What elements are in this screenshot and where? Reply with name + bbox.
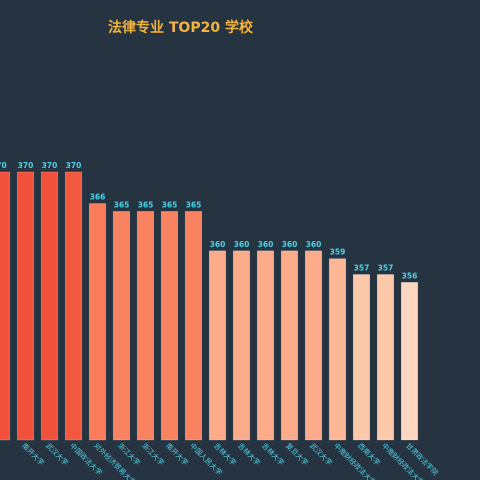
bar [112, 211, 131, 441]
category-tick-label: 南开大学 [164, 441, 190, 467]
category-tick-label: 吉林大学 [236, 441, 262, 467]
data-label: 370 [18, 161, 34, 170]
data-label: 70 [0, 161, 7, 170]
chart-title: 法律专业 TOP20 学校 [108, 20, 253, 36]
bar [208, 250, 227, 441]
data-label: 365 [186, 200, 202, 209]
category-tick-label: 浙江大学 [140, 441, 166, 467]
bar [280, 250, 299, 441]
bar [136, 211, 155, 441]
category-tick-label: 武汉大学 [44, 441, 70, 467]
bar [160, 211, 179, 441]
category-tick-label: 吉林大学 [260, 441, 286, 467]
data-label: 370 [66, 161, 82, 170]
category-tick-label: 南开大学 [20, 441, 46, 467]
bar [88, 203, 107, 441]
data-label: 365 [138, 200, 154, 209]
data-label: 357 [378, 263, 394, 272]
data-label: 360 [282, 240, 298, 249]
bar [16, 171, 35, 441]
bar [304, 250, 323, 441]
bar [184, 211, 203, 441]
bar [232, 250, 251, 441]
data-label: 365 [162, 200, 178, 209]
data-label: 356 [402, 271, 418, 280]
data-label: 360 [234, 240, 250, 249]
bar [40, 171, 59, 441]
category-tick-label: 武汉大学 [308, 441, 334, 467]
bar [64, 171, 83, 441]
bar [328, 258, 347, 441]
category-tick-label: 复旦大学 [284, 441, 310, 467]
bar [400, 282, 419, 441]
bar [0, 171, 11, 441]
bar [376, 274, 395, 441]
data-label: 360 [258, 240, 274, 249]
data-label: 366 [90, 193, 106, 202]
bar [352, 274, 371, 441]
data-label: 370 [42, 161, 58, 170]
data-label: 365 [114, 200, 130, 209]
bar [256, 250, 275, 441]
data-label: 360 [210, 240, 226, 249]
data-label: 357 [354, 263, 370, 272]
data-label: 360 [306, 240, 322, 249]
data-label: 359 [330, 248, 346, 257]
